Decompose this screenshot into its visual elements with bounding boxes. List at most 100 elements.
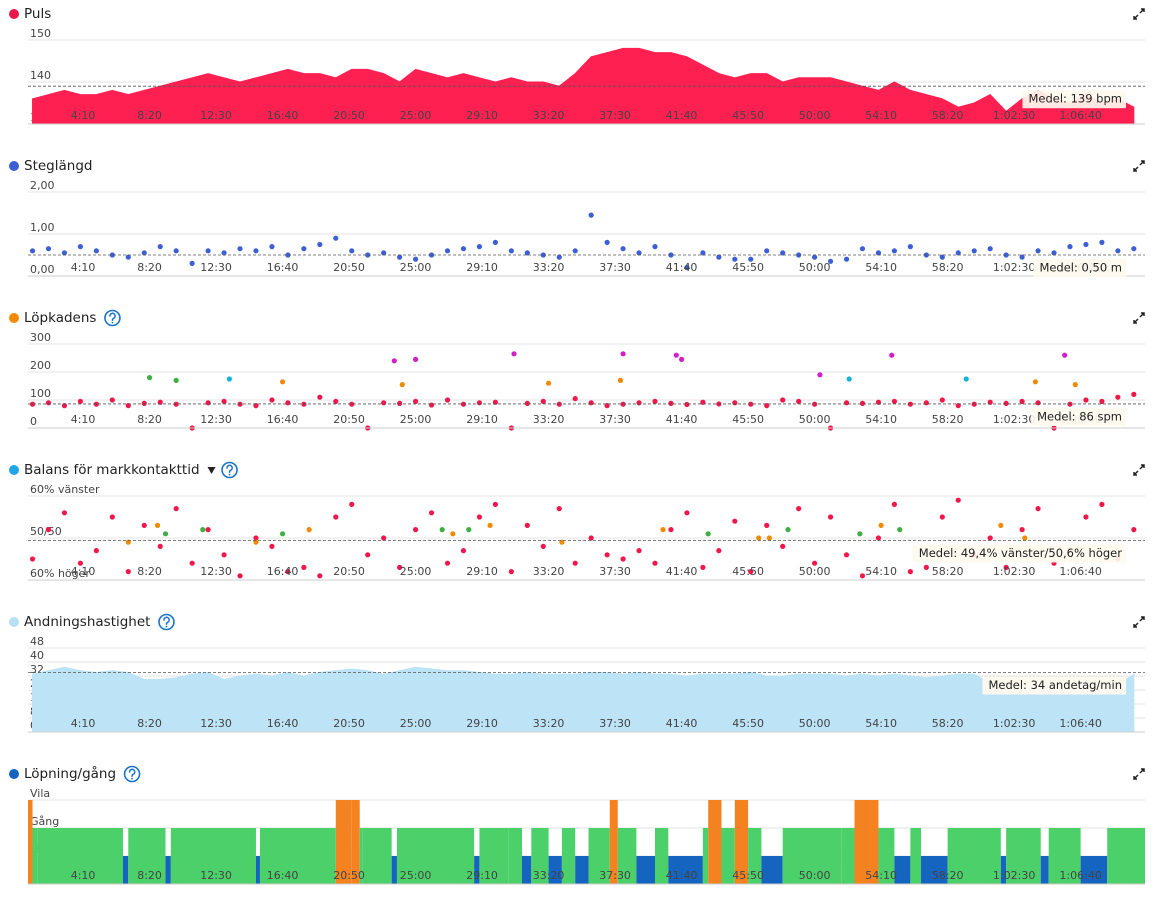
point	[673, 352, 679, 358]
x-tick-label: 4:10	[71, 717, 96, 730]
x-tick-label: 37:30	[599, 413, 631, 426]
mean-label: Medel: 0,50 m	[1039, 261, 1122, 275]
point	[205, 248, 211, 254]
x-tick-label: 45:50	[732, 413, 764, 426]
point	[162, 531, 169, 537]
point	[604, 239, 610, 245]
x-tick-label: 8:20	[137, 261, 162, 274]
point	[1035, 400, 1041, 406]
help-circle	[123, 765, 141, 783]
help-icon[interactable]	[123, 765, 141, 783]
point	[556, 254, 562, 260]
x-tick-label: 37:30	[599, 109, 631, 122]
point	[333, 398, 339, 404]
status-bar	[359, 828, 363, 884]
x-tick-label: 58:20	[932, 869, 964, 882]
point	[253, 248, 259, 254]
dropdown-arrow[interactable]	[207, 467, 216, 474]
status-bar	[575, 856, 589, 884]
chart-title: Steglängd	[24, 158, 92, 174]
help-icon[interactable]	[158, 613, 175, 631]
status-bar	[122, 856, 129, 884]
expand-icon[interactable]	[1133, 8, 1145, 20]
y-tick-label: 48	[30, 635, 44, 648]
x-tick-label: 4:10	[71, 869, 96, 882]
y-tick-label: 60% vänster	[30, 483, 100, 496]
x-tick-label: 8:20	[137, 413, 162, 426]
x-tick-label: 29:10	[466, 109, 498, 122]
status-bar	[617, 828, 637, 884]
status-bar	[259, 828, 336, 884]
point	[269, 397, 275, 403]
point	[955, 497, 961, 503]
point	[146, 375, 153, 381]
point	[444, 560, 451, 566]
point	[889, 352, 895, 358]
point	[620, 351, 626, 357]
x-tick-label: 1:02:30	[993, 109, 1035, 122]
point	[963, 376, 969, 382]
point	[1099, 501, 1105, 507]
chart-panel: Löpning/gångLöpningGångVila4:108:2012:30…	[9, 765, 1145, 885]
point	[285, 569, 291, 575]
point	[77, 398, 84, 404]
point	[269, 244, 275, 250]
expand-icon[interactable]	[1133, 160, 1145, 172]
point	[1067, 244, 1073, 250]
help-circle	[104, 309, 121, 327]
point	[1003, 400, 1009, 406]
point	[391, 358, 397, 364]
chart-title: Balans för markkontakttid	[24, 462, 200, 478]
point	[636, 250, 642, 256]
mean-label-bg	[1022, 90, 1126, 109]
help-icon[interactable]	[221, 461, 238, 479]
x-tick-label: 25:00	[400, 413, 432, 426]
status-bar	[921, 856, 948, 884]
x-tick-label: 16:40	[267, 261, 299, 274]
help-circle	[221, 461, 238, 479]
point	[780, 397, 786, 403]
help-icon[interactable]	[104, 309, 121, 327]
point	[668, 527, 674, 533]
status-bar	[255, 856, 260, 884]
y-tick-label: 140	[30, 69, 51, 82]
point	[45, 527, 52, 533]
y-tick-label: 0	[30, 415, 37, 428]
point	[428, 252, 435, 258]
x-tick-label: 12:30	[200, 565, 232, 578]
expand-icon[interactable]	[1133, 768, 1145, 780]
status-bar	[1107, 828, 1145, 884]
point	[812, 254, 818, 260]
point	[1115, 248, 1121, 254]
point	[987, 246, 993, 252]
help-dot	[111, 321, 114, 324]
status-bar	[28, 800, 33, 884]
point	[173, 377, 179, 383]
point	[705, 531, 711, 537]
point	[524, 522, 530, 529]
x-tick-label: 1:02:30	[993, 717, 1035, 730]
point	[827, 258, 834, 264]
x-tick-label: 29:10	[466, 869, 498, 882]
x-tick-label: 1:06:40	[1059, 565, 1101, 578]
expand-icon[interactable]	[1133, 312, 1145, 324]
x-tick-label: 4:10	[71, 565, 96, 578]
point	[875, 535, 882, 541]
status-bar	[654, 828, 669, 884]
title-dot	[9, 769, 19, 779]
point	[109, 514, 115, 520]
point	[365, 252, 371, 258]
point	[1032, 379, 1039, 385]
point	[859, 400, 866, 406]
status-bar	[1006, 828, 1041, 884]
expand-icon[interactable]	[1133, 616, 1145, 628]
chart-panel: Löpkadens 0 100 200 300 4:10 8:20 12:30 16:40 20:…	[9, 309, 1145, 431]
point	[412, 356, 419, 362]
point	[381, 535, 387, 541]
point	[333, 514, 339, 520]
x-tick-label: 58:20	[932, 717, 964, 730]
expand-icon[interactable]	[1133, 464, 1145, 476]
point	[875, 250, 882, 256]
y-tick-label: 1,00	[30, 221, 55, 234]
x-tick-label: 33:20	[533, 869, 565, 882]
